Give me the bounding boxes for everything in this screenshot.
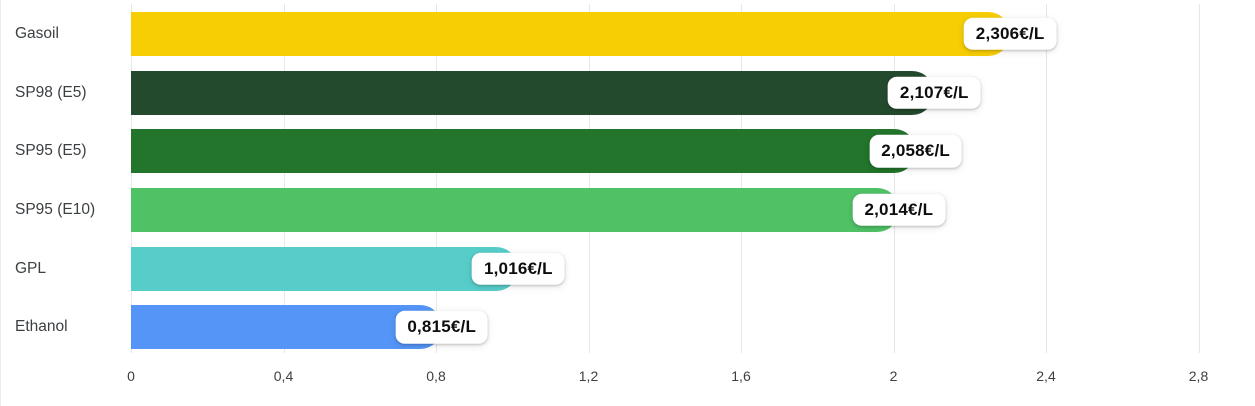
gridline	[588, 4, 590, 353]
category-label-ethanol: Ethanol	[15, 318, 68, 336]
value-label-gasoil: 2,306€/L	[963, 17, 1057, 51]
x-tick-label: 2	[889, 368, 898, 384]
category-label-gasoil: Gasoil	[15, 25, 59, 42]
category-label-gpl: GPL	[15, 259, 47, 277]
bar-sp98-e5[interactable]	[131, 70, 935, 115]
gridline	[283, 4, 285, 353]
category-label-sp95-e10: SP95 (E10)	[15, 201, 96, 218]
gridline	[741, 4, 742, 353]
category-label-sp95-e5: SP95 (E5)	[15, 142, 87, 160]
value-label-ethanol: 0,815€/L	[395, 311, 489, 344]
bar-gasoil[interactable]	[131, 12, 1011, 56]
value-label-sp95-e5: 2,058€/L	[869, 135, 962, 168]
x-tick-label: 0,8	[426, 368, 446, 384]
value-label-sp95-e10: 2,014€/L	[852, 193, 946, 227]
category-label-sp98-e5: SP98 (E5)	[15, 83, 87, 101]
value-label-sp98-e5: 2,107€/L	[887, 76, 981, 109]
x-tick-label: 0	[127, 368, 135, 384]
bar-sp95-e10[interactable]	[131, 188, 899, 232]
x-tick-label: 1,2	[578, 368, 599, 384]
x-tick-label: 2,4	[1036, 368, 1056, 384]
bar-sp95-e5[interactable]	[131, 129, 916, 174]
bar-ethanol[interactable]	[131, 305, 442, 350]
gridline	[1046, 4, 1047, 353]
gridline	[1198, 4, 1200, 353]
x-tick-label: 0,4	[273, 368, 294, 384]
x-tick-label: 1,6	[731, 368, 751, 384]
gridline	[893, 4, 895, 353]
gridline	[436, 4, 437, 353]
gridline	[131, 4, 132, 353]
value-label-gpl: 1,016€/L	[471, 252, 565, 285]
x-tick-label: 2,8	[1188, 368, 1209, 384]
bar-gpl[interactable]	[131, 246, 519, 291]
